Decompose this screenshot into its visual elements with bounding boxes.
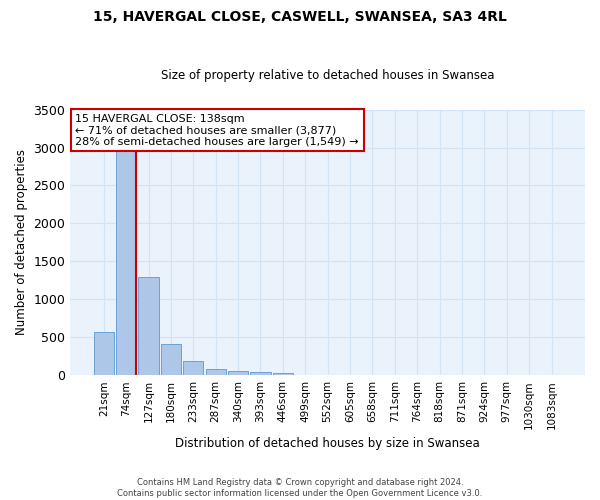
Text: Contains HM Land Registry data © Crown copyright and database right 2024.
Contai: Contains HM Land Registry data © Crown c… (118, 478, 482, 498)
Bar (250, 372, 271, 375)
Bar (228, 372, 248, 375)
Text: 15, HAVERGAL CLOSE, CASWELL, SWANSEA, SA3 4RL: 15, HAVERGAL CLOSE, CASWELL, SWANSEA, SA… (93, 10, 507, 24)
Title: Size of property relative to detached houses in Swansea: Size of property relative to detached ho… (161, 69, 494, 82)
Bar (139, 276, 158, 375)
Y-axis label: Number of detached properties: Number of detached properties (15, 150, 28, 336)
Bar (161, 344, 181, 375)
X-axis label: Distribution of detached houses by size in Swansea: Distribution of detached houses by size … (175, 437, 480, 450)
Bar (94, 332, 114, 375)
Text: 15 HAVERGAL CLOSE: 138sqm
← 71% of detached houses are smaller (3,877)
28% of se: 15 HAVERGAL CLOSE: 138sqm ← 71% of detac… (76, 114, 359, 146)
Bar (183, 361, 203, 375)
Bar (206, 369, 226, 375)
Bar (273, 372, 293, 375)
Bar (116, 149, 136, 375)
